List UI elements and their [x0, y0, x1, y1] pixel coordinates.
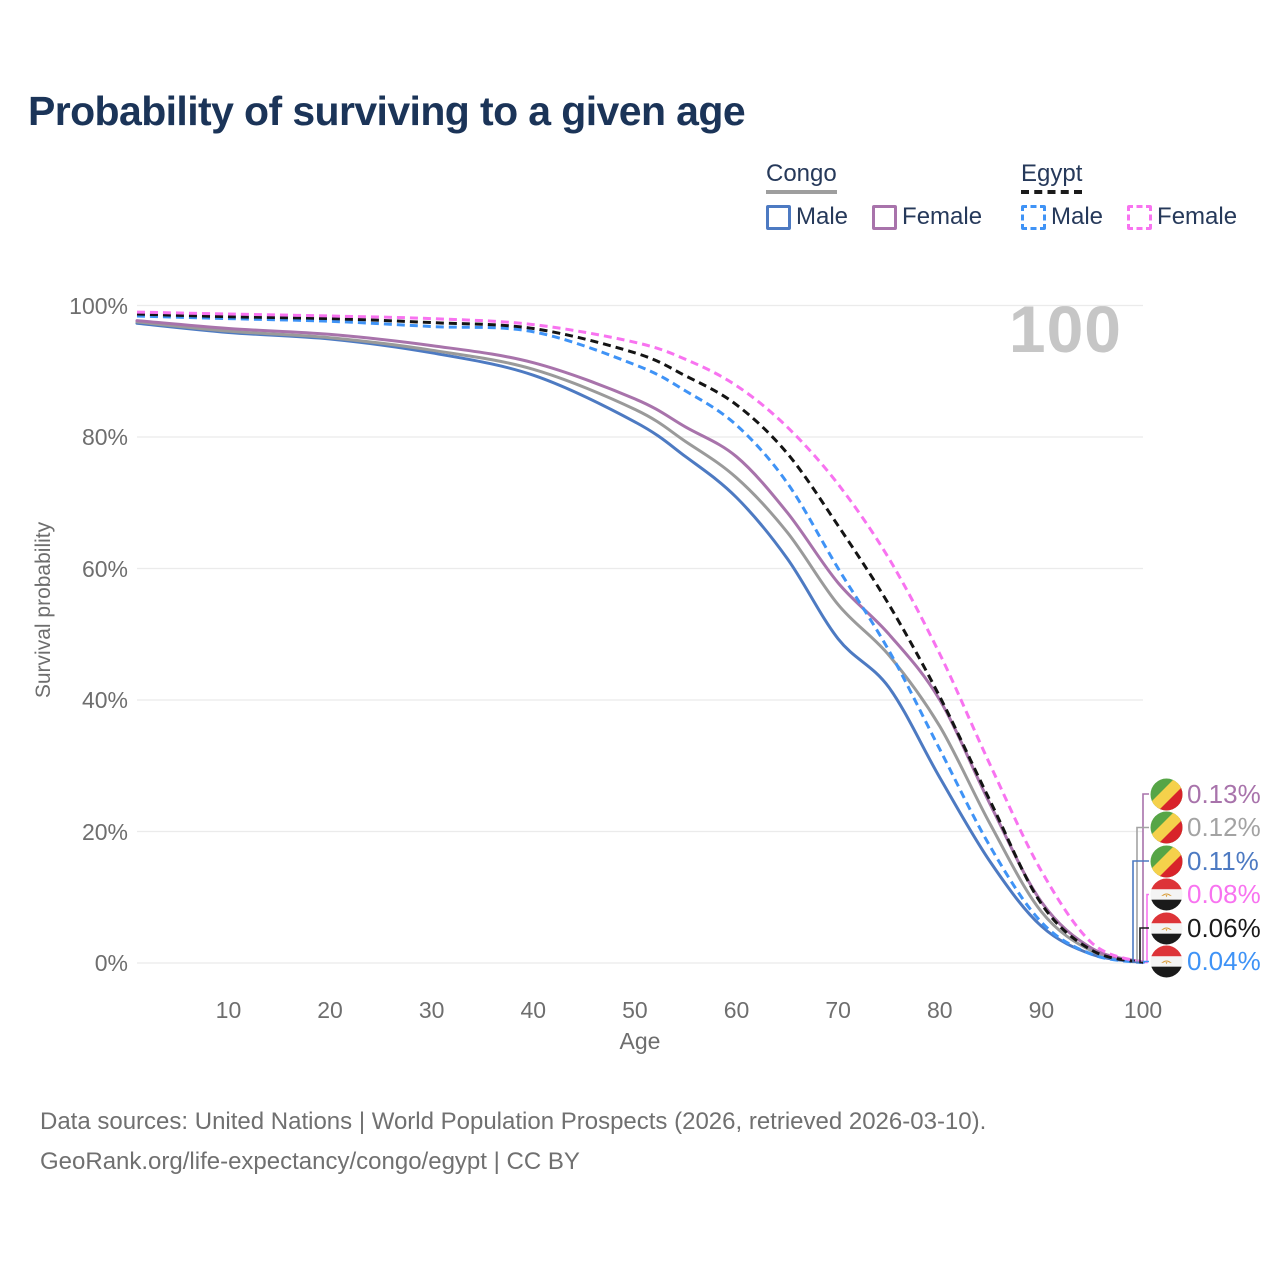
end-label-value: 0.04% [1187, 946, 1261, 976]
legend-group-title-congo: Congo [766, 160, 837, 194]
age-watermark: 100 [1008, 292, 1122, 366]
egypt-flag-icon [1150, 945, 1183, 978]
legend-items: Male Female [766, 203, 982, 231]
y-tick-label: 100% [69, 292, 128, 319]
x-tick-label: 80 [926, 997, 953, 1023]
x-tick-label: 20 [317, 997, 343, 1023]
legend-swatch [872, 204, 898, 230]
y-tick-label: 20% [81, 818, 128, 845]
series-line-egypt-male [136, 314, 1144, 965]
x-tick-label: 90 [1028, 997, 1055, 1023]
x-tick-label: 60 [723, 997, 750, 1023]
egypt-flag-icon [1150, 912, 1183, 945]
x-tick-label: 50 [622, 997, 648, 1023]
legend-swatch [766, 204, 791, 230]
series-line-congo-total [135, 320, 1145, 964]
series-line-congo-female [135, 319, 1145, 964]
legend-swatch [1127, 204, 1153, 230]
x-axis-title: Age [619, 1028, 661, 1054]
y-axis-title: Survival probability [32, 521, 55, 699]
legend-item-label: Female [1157, 203, 1238, 230]
footer: Data sources: United Nations | World Pop… [40, 1102, 986, 1182]
end-label-egypt-female: 0.08% [1150, 878, 1261, 911]
legend-item-congo-female[interactable]: Female [872, 203, 982, 231]
y-tick-label: 40% [81, 687, 128, 713]
legend-item-label: Female [902, 203, 983, 230]
y-tick-label: 0% [94, 950, 128, 976]
legend-item-egypt-male[interactable]: Male [1021, 203, 1103, 231]
legend-item-label: Male [1051, 203, 1104, 230]
leader-line-egypt-total [1139, 927, 1149, 964]
end-label-egypt-total: 0.06% [1150, 912, 1261, 945]
leader-line-congo-male [1132, 860, 1149, 964]
congo-flag-icon [1150, 811, 1183, 844]
end-label-congo-male: 0.11% [1150, 845, 1259, 878]
congo-flag-icon [1150, 778, 1183, 811]
y-tick-label: 80% [81, 424, 128, 450]
legend-item-congo-male[interactable]: Male [766, 203, 848, 231]
y-tick-label: 60% [81, 555, 128, 582]
congo-flag-icon [1150, 845, 1183, 878]
series-line-congo-male [135, 321, 1145, 964]
egypt-flag-icon [1150, 878, 1183, 911]
end-label-value: 0.08% [1187, 879, 1261, 909]
leader-line-egypt-male [1143, 960, 1149, 964]
legend-item-egypt-female[interactable]: Female [1127, 203, 1237, 231]
end-label-congo-female: 0.13% [1150, 778, 1261, 811]
x-tick-label: 70 [825, 997, 851, 1023]
x-tick-label: 40 [520, 997, 547, 1023]
end-label-value: 0.11% [1187, 845, 1259, 876]
legend-item-label: Male [796, 203, 849, 230]
series-line-egypt-female [136, 310, 1144, 964]
end-label-value: 0.12% [1187, 812, 1261, 842]
end-label-value: 0.06% [1187, 912, 1261, 943]
leader-line-congo-female [1142, 793, 1149, 963]
series-line-egypt-total [136, 312, 1144, 965]
legend-swatch [1021, 204, 1046, 230]
x-tick-label: 30 [418, 997, 445, 1023]
end-label-value: 0.13% [1187, 778, 1261, 809]
x-tick-label: 100 [1123, 997, 1163, 1023]
end-label-congo-total: 0.12% [1150, 811, 1261, 844]
legend-group-congo: Congo Male Female [766, 160, 982, 231]
footer-source-line: Data sources: United Nations | World Pop… [40, 1108, 987, 1135]
end-label-egypt-male: 0.04% [1150, 945, 1261, 978]
footer-attribution-line: GeoRank.org/life-expectancy/congo/egypt … [40, 1148, 580, 1175]
x-tick-label: 10 [215, 997, 242, 1023]
legend-items: Male Female [1021, 203, 1237, 231]
chart-title: Probability of surviving to a given age [28, 88, 746, 134]
legend-group-egypt: Egypt Male Female [1021, 160, 1237, 231]
legend-group-title-egypt: Egypt [1021, 160, 1083, 194]
